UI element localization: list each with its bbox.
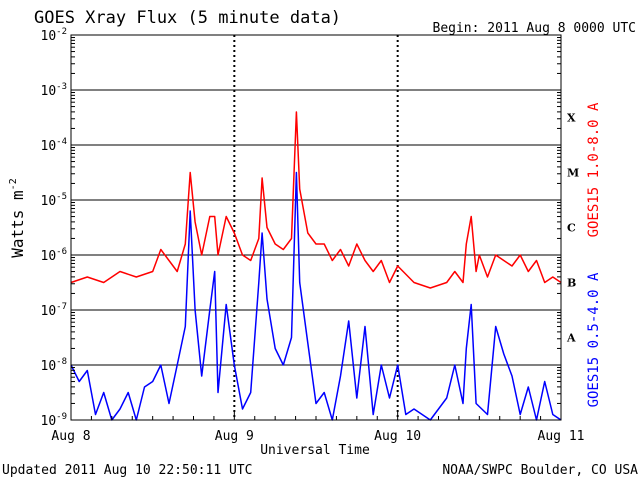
legend-series-long: GOES15 1.0-8.0 A [586,102,602,237]
x-tick-label: Aug 8 [51,429,90,444]
credit-text: NOAA/SWPC Boulder, CO USA [442,463,638,478]
plot-grid [71,35,561,420]
y-tick-label: 10-2 [41,27,68,44]
x-axis-label: Universal Time [260,443,370,458]
flare-class-label: A [566,332,576,345]
plot-frame [70,34,562,421]
x-tick-label: Aug 9 [215,429,254,444]
flare-class-label: B [567,277,576,290]
y-tick-label: 10-5 [41,192,68,209]
y-tick-label: 10-8 [41,357,68,374]
plot-axes: 10-9 10-8 10-7 10-6 10-5 10-4 10-3 10-2 Aug 8 Aug… [41,27,585,444]
flare-class-label: M [567,167,579,180]
y-tick-label: 10-7 [41,302,68,319]
flare-class-label: X [567,112,576,125]
begin-time: Begin: 2011 Aug 8 0000 UTC [433,21,637,36]
legend-series-short: GOES15 0.5-4.0 A [586,272,602,407]
flare-class-label: C [567,222,576,235]
updated-timestamp: Updated 2011 Aug 10 22:50:11 UTC [2,463,252,478]
series-line-0 [70,111,562,289]
x-tick-label: Aug 11 [538,429,585,444]
series-line-1 [70,171,562,421]
y-tick-label: 10-6 [41,247,68,264]
y-tick-label: 10-3 [41,82,68,99]
y-axis-label: Watts m-2 [8,178,27,257]
plot-series [70,111,562,421]
y-tick-label: 10-9 [41,412,68,429]
x-tick-label: Aug 10 [374,429,421,444]
chart-title: GOES Xray Flux (5 minute data) [34,8,341,28]
y-tick-label: 10-4 [41,137,68,154]
